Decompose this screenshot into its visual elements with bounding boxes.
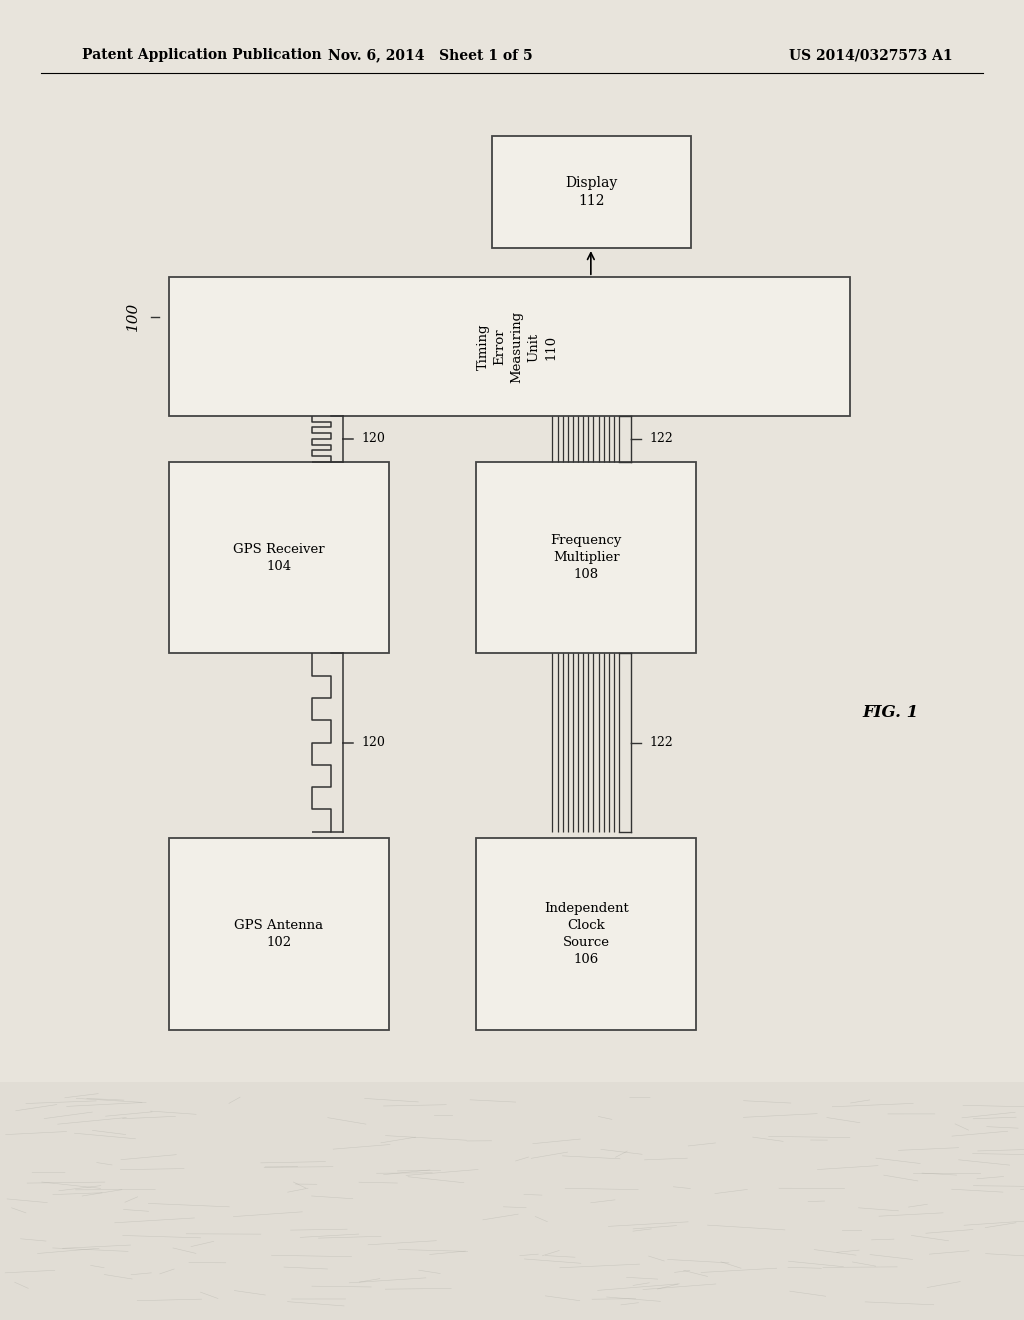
Bar	[169, 277, 850, 416]
Text: Frequency
Multiplier
108: Frequency Multiplier 108	[551, 535, 622, 581]
Text: Timing
Error
Measuring
Unit
110: Timing Error Measuring Unit 110	[476, 312, 558, 383]
Bar	[0, 1082, 1024, 1320]
Text: FIG. 1: FIG. 1	[863, 705, 919, 721]
Text: Independent
Clock
Source
106: Independent Clock Source 106	[544, 902, 629, 966]
Text: 100: 100	[126, 302, 140, 331]
Text: US 2014/0327573 A1: US 2014/0327573 A1	[788, 49, 952, 62]
Text: GPS Receiver
104: GPS Receiver 104	[233, 543, 325, 573]
Text: GPS Antenna
102: GPS Antenna 102	[234, 919, 324, 949]
Bar	[492, 136, 691, 248]
Text: 122: 122	[649, 433, 673, 445]
Text: 120: 120	[361, 433, 385, 445]
Bar	[476, 462, 696, 653]
Text: Display
112: Display 112	[565, 176, 617, 209]
Bar	[169, 462, 389, 653]
Text: 120: 120	[361, 737, 385, 748]
Text: Patent Application Publication: Patent Application Publication	[82, 49, 322, 62]
Bar	[169, 838, 389, 1030]
Text: Nov. 6, 2014   Sheet 1 of 5: Nov. 6, 2014 Sheet 1 of 5	[328, 49, 532, 62]
Text: 122: 122	[649, 737, 673, 748]
Bar	[476, 838, 696, 1030]
